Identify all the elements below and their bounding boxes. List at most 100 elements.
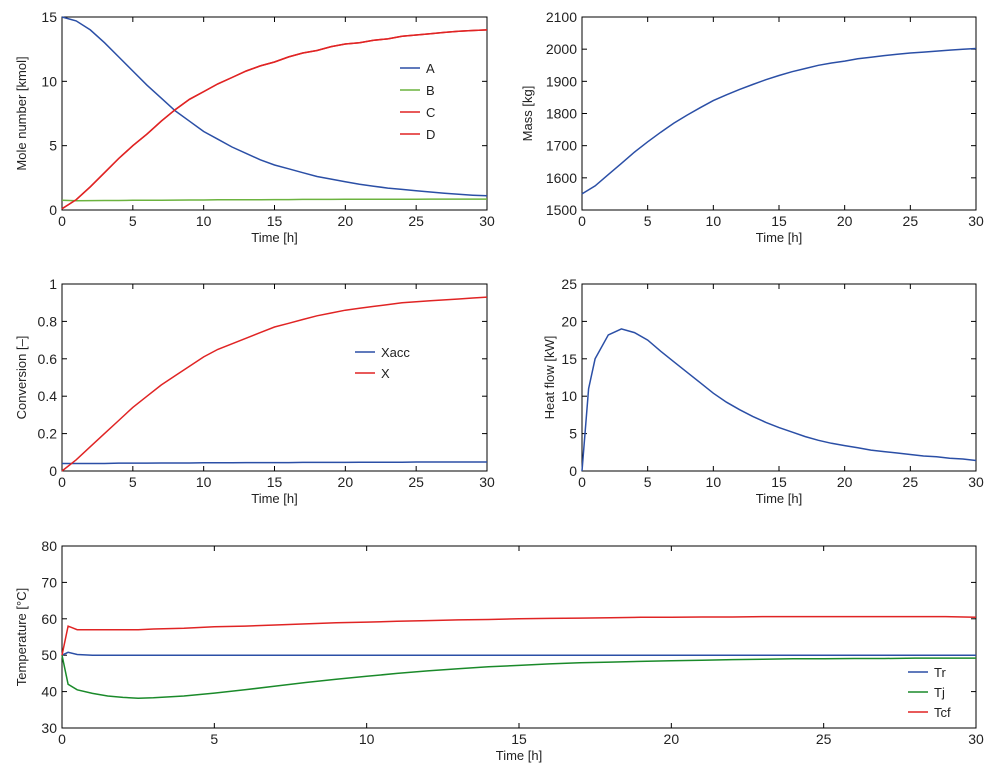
x-tick-label: 10 [196, 213, 212, 229]
x-tick-label: 5 [129, 474, 137, 490]
y-tick-label: 0.2 [38, 426, 58, 442]
y-tick-label: 15 [41, 9, 57, 25]
series-line-d [61, 29, 488, 210]
x-tick-label: 5 [210, 731, 218, 747]
y-axis-label: Temperature [°C] [14, 588, 29, 686]
y-tick-label: 30 [41, 720, 57, 736]
y-axis-label: Conversion [–] [14, 336, 29, 420]
legend-label: Tcf [934, 705, 951, 720]
series-line-tj [61, 655, 976, 699]
series-line-tr [61, 651, 976, 656]
x-axis-label: Time [h] [251, 491, 297, 506]
x-tick-label: 15 [267, 213, 283, 229]
y-tick-label: 25 [561, 276, 577, 292]
heat-chart: 0 5 10 15 20 25 30 0 5 10 15 20 25 Time [h] Heat flow … [542, 276, 984, 506]
x-tick-label: 20 [664, 731, 680, 747]
series-line-tcf [61, 615, 977, 656]
mass-chart: 0 5 10 15 20 25 30 1500 1600 1700 1800 1900 2000 2100… [520, 9, 984, 245]
legend: Xacc X [355, 345, 410, 381]
plot-area [581, 16, 977, 211]
x-tick-label: 20 [338, 474, 354, 490]
x-tick-label: 10 [706, 474, 722, 490]
legend-label: D [426, 127, 435, 142]
y-tick-label: 0 [49, 463, 57, 479]
y-tick-label: 20 [561, 313, 577, 329]
legend-label: Tj [934, 685, 945, 700]
y-tick-label: 40 [41, 684, 57, 700]
x-tick-label: 20 [837, 213, 853, 229]
y-tick-label: 2100 [546, 9, 577, 25]
y-tick-label: 0 [49, 202, 57, 218]
x-tick-label: 15 [267, 474, 283, 490]
legend-label: X [381, 366, 390, 381]
x-tick-label: 30 [968, 731, 984, 747]
x-tick-label: 10 [196, 474, 212, 490]
x-tick-label: 25 [408, 474, 424, 490]
y-tick-label: 50 [41, 647, 57, 663]
x-tick-label: 20 [338, 213, 354, 229]
x-tick-label: 5 [644, 213, 652, 229]
series-line-b [61, 198, 487, 202]
x-tick-label: 25 [408, 213, 424, 229]
y-tick-label: 10 [41, 73, 57, 89]
legend-label: Tr [934, 665, 946, 680]
plot-area [61, 545, 977, 729]
x-tick-label: 10 [359, 731, 375, 747]
x-tick-label: 20 [837, 474, 853, 490]
x-axis-label: Time [h] [756, 230, 802, 245]
plot-area [61, 16, 488, 211]
legend-label: A [426, 61, 435, 76]
y-tick-label: 1700 [546, 138, 577, 154]
y-tick-label: 1900 [546, 73, 577, 89]
legend-label: Xacc [381, 345, 410, 360]
y-axis-label: Mass [kg] [520, 86, 535, 142]
series-line-xacc [62, 461, 487, 465]
series-line-heat [581, 328, 977, 472]
y-tick-label: 10 [561, 388, 577, 404]
x-tick-label: 5 [129, 213, 137, 229]
x-tick-label: 25 [816, 731, 832, 747]
x-tick-label: 30 [968, 474, 984, 490]
y-tick-label: 1600 [546, 170, 577, 186]
x-tick-label: 5 [644, 474, 652, 490]
series-line-mass [581, 47, 977, 195]
y-tick-label: 1500 [546, 202, 577, 218]
x-axis-label: Time [h] [251, 230, 297, 245]
y-tick-label: 80 [41, 538, 57, 554]
series-line-x [61, 296, 488, 472]
x-tick-label: 30 [479, 213, 495, 229]
x-tick-label: 30 [479, 474, 495, 490]
y-tick-label: 5 [49, 138, 57, 154]
plot-area [581, 283, 977, 472]
series-line-a [61, 16, 488, 197]
y-axis-label: Heat flow [kW] [542, 336, 557, 420]
y-axis-label: Mole number [kmol] [14, 56, 29, 170]
conversion-chart: 0 5 10 15 20 25 30 0 0.2 0.4 0.6 0.8 1 Time [h] Conver… [14, 276, 495, 506]
x-tick-label: 0 [58, 213, 66, 229]
y-tick-label: 5 [569, 426, 577, 442]
legend-label: B [426, 83, 435, 98]
y-tick-label: 0.6 [38, 351, 58, 367]
x-tick-label: 15 [511, 731, 527, 747]
plot-area [61, 283, 488, 472]
legend: Tr Tj Tcf [908, 665, 951, 720]
y-tick-label: 70 [41, 574, 57, 590]
x-tick-label: 0 [58, 474, 66, 490]
y-tick-label: 60 [41, 611, 57, 627]
y-tick-label: 15 [561, 351, 577, 367]
x-tick-label: 30 [968, 213, 984, 229]
y-tick-label: 1800 [546, 106, 577, 122]
x-tick-label: 0 [58, 731, 66, 747]
y-tick-label: 1 [49, 276, 57, 292]
x-tick-label: 25 [903, 213, 919, 229]
legend-label: C [426, 105, 435, 120]
y-tick-label: 2000 [546, 41, 577, 57]
y-tick-label: 0.4 [38, 388, 58, 404]
x-tick-label: 15 [771, 474, 787, 490]
y-tick-label: 0 [569, 463, 577, 479]
x-tick-label: 15 [771, 213, 787, 229]
x-tick-label: 10 [706, 213, 722, 229]
x-axis-label: Time [h] [496, 748, 542, 763]
